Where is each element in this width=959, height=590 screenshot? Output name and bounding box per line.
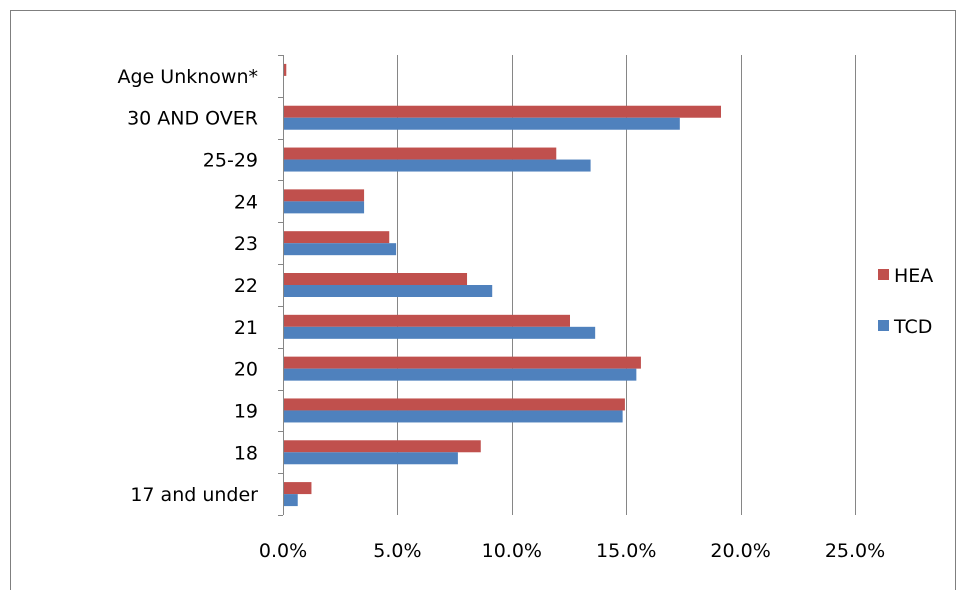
category-label: 20: [234, 359, 258, 381]
category-label: 25-29: [203, 150, 258, 172]
bar-tcd: [284, 452, 458, 465]
x-tick-label: 15.0%: [596, 540, 656, 562]
x-tick-label: 25.0%: [825, 540, 885, 562]
x-tick-label: 0.0%: [259, 540, 307, 562]
legend: HEA TCD: [878, 265, 933, 338]
bar-chart: 17 and under 18 19 20 21 22 23 24 25-29 30 AND OV…: [118, 55, 933, 562]
bar-hea: [284, 440, 481, 453]
x-tick-label: 20.0%: [710, 540, 770, 562]
category-label: Age Unknown*: [118, 66, 259, 88]
bar-hea: [284, 147, 557, 160]
bar-tcd: [284, 368, 637, 381]
bar-hea: [284, 356, 641, 369]
legend-swatch-tcd: [878, 320, 889, 331]
y-tick-marks: [278, 55, 283, 516]
bar-hea: [284, 482, 312, 495]
bar-tcd: [284, 326, 596, 339]
category-labels: 17 and under 18 19 20 21 22 23 24 25-29 30 AND OV…: [118, 66, 259, 506]
legend-label-tcd: TCD: [893, 316, 932, 338]
bar-hea: [284, 189, 365, 202]
bar-tcd: [284, 243, 397, 256]
bar-tcd: [284, 117, 680, 130]
bar-tcd: [284, 201, 365, 214]
x-tick-labels: 0.0% 5.0% 10.0% 15.0% 20.0% 25.0%: [259, 540, 885, 562]
category-label: 18: [234, 442, 258, 464]
bar-hea: [284, 105, 722, 118]
bars: [284, 63, 722, 507]
bar-hea: [284, 398, 625, 411]
category-label: 23: [234, 233, 258, 255]
category-label: 19: [234, 400, 258, 422]
legend-label-hea: HEA: [894, 265, 933, 287]
bar-tcd: [284, 410, 623, 423]
bar-tcd: [284, 494, 298, 507]
category-label: 22: [234, 275, 258, 297]
category-label: 21: [234, 317, 258, 339]
bar-hea: [284, 63, 287, 76]
bar-tcd: [284, 159, 591, 172]
bar-hea: [284, 314, 570, 327]
bar-hea: [284, 273, 468, 285]
category-label: 17 and under: [130, 484, 258, 506]
bar-hea: [284, 231, 390, 244]
category-label: 30 AND OVER: [127, 108, 258, 130]
category-label: 24: [234, 191, 258, 213]
x-tick-label: 5.0%: [373, 540, 421, 562]
x-tick-label: 10.0%: [482, 540, 542, 562]
bar-tcd: [284, 285, 493, 297]
legend-swatch-hea: [878, 269, 889, 280]
